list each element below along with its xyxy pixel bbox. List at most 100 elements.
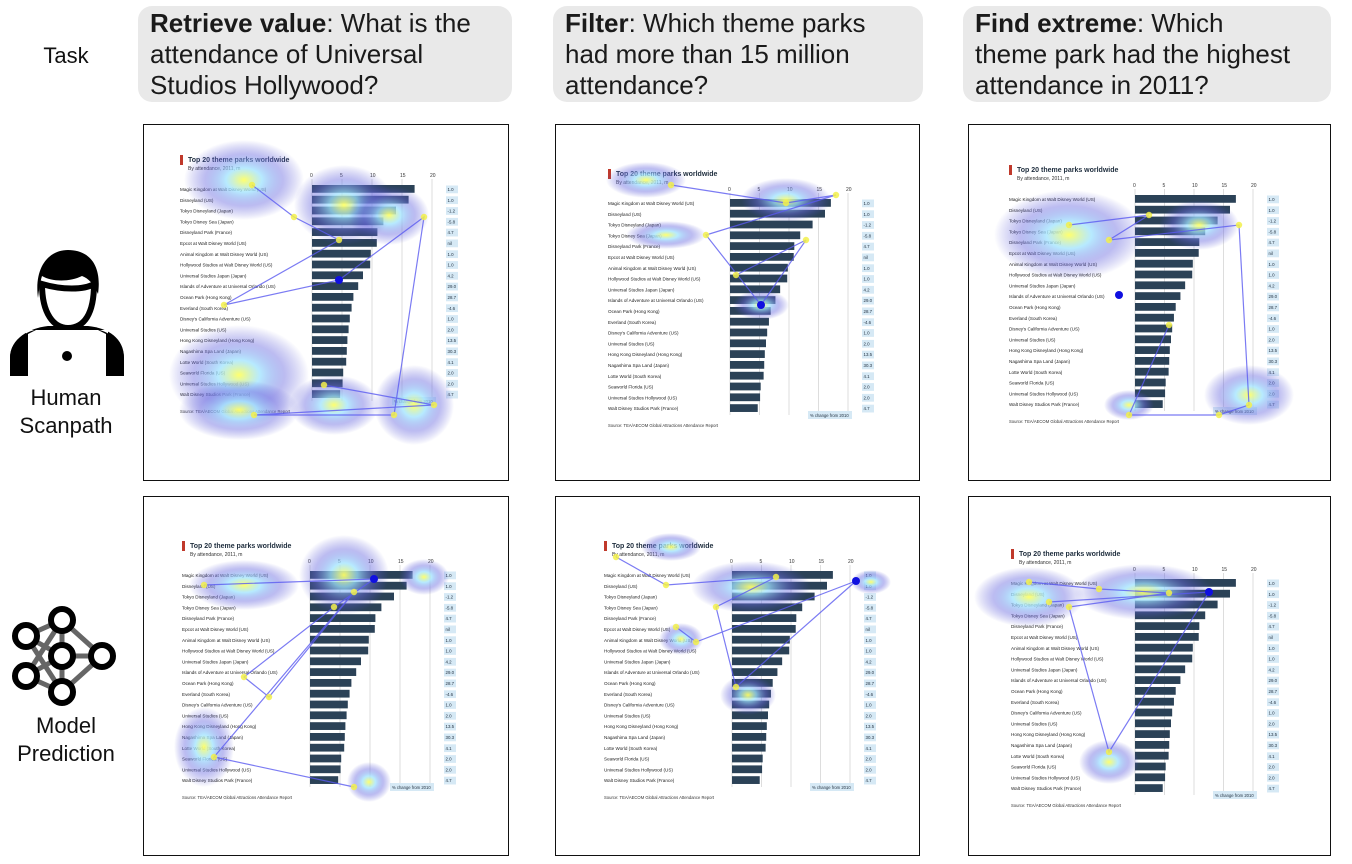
attention-blob bbox=[347, 762, 391, 802]
park-label: Islands of Adventure at Universal Orland… bbox=[1011, 678, 1107, 683]
attention-blob bbox=[349, 185, 429, 245]
park-label: Hollywood Studios at Walt Disney World (… bbox=[1011, 657, 1104, 662]
change-value: 4.2 bbox=[864, 287, 871, 292]
park-label: Nagashima Spa Land (Japan) bbox=[1011, 743, 1073, 748]
change-value: 4.7 bbox=[446, 778, 453, 783]
fixation-point bbox=[832, 191, 840, 199]
tick-label: 10 bbox=[789, 559, 795, 565]
bar bbox=[312, 325, 349, 334]
bar bbox=[730, 404, 758, 412]
bar bbox=[1135, 313, 1174, 322]
park-label: Everland (South Korea) bbox=[1011, 700, 1059, 705]
bar bbox=[1135, 730, 1170, 738]
bar bbox=[730, 263, 788, 272]
bar bbox=[730, 274, 788, 283]
change-value: 28.7 bbox=[446, 681, 455, 686]
fixation-point bbox=[1165, 321, 1173, 329]
bar bbox=[730, 350, 765, 358]
change-value: 30.3 bbox=[866, 735, 875, 740]
chart-source: Source: TEA/AECOM Global Attractions Att… bbox=[608, 423, 719, 428]
attention-blob bbox=[641, 533, 701, 561]
change-value: -1.2 bbox=[1269, 219, 1277, 224]
fixation-point bbox=[667, 181, 675, 189]
bar bbox=[310, 765, 341, 774]
tick-label: 20 bbox=[1251, 567, 1257, 573]
fixation-point bbox=[802, 236, 810, 244]
change-value: 2.0 bbox=[446, 713, 453, 718]
change-value: 29.0 bbox=[1269, 294, 1278, 299]
tick-label: 20 bbox=[430, 173, 436, 179]
park-label: Universal Studios Hollywood (US) bbox=[1011, 775, 1080, 780]
change-value: 2.0 bbox=[866, 713, 873, 718]
change-value: nil bbox=[866, 627, 870, 632]
change-value: -4.6 bbox=[864, 320, 872, 325]
bar bbox=[312, 368, 344, 377]
park-label: Disney's California Adventure (US) bbox=[180, 317, 251, 322]
park-label: Lotte World (South Korea) bbox=[608, 374, 662, 379]
park-label: Ocean Park (Hong Kong) bbox=[608, 309, 660, 314]
park-label: Universal Studios Japan (Japan) bbox=[182, 659, 249, 664]
change-value: 4.2 bbox=[448, 273, 455, 278]
change-value: 2.0 bbox=[864, 395, 871, 400]
bar bbox=[730, 382, 761, 391]
bar bbox=[310, 646, 369, 655]
park-label: Universal Studios (US) bbox=[1011, 721, 1058, 726]
park-label: Tokyo Disney Sea (Japan) bbox=[180, 219, 234, 224]
change-value: 4.7 bbox=[1269, 786, 1276, 791]
tick-label: 10 bbox=[1192, 183, 1198, 189]
park-label: Hong Kong Disneyland (Hong Kong) bbox=[1009, 348, 1084, 353]
park-label: Epcot at Walt Disney World (US) bbox=[180, 241, 247, 246]
scanpath bbox=[1068, 214, 1250, 416]
change-value: 1.0 bbox=[1269, 327, 1276, 332]
park-label: Ocean Park (Hong Kong) bbox=[1011, 689, 1063, 694]
bar bbox=[1135, 292, 1181, 300]
change-value: nil bbox=[1269, 635, 1273, 640]
park-label: Disneyland Park (France) bbox=[182, 616, 235, 621]
fixation-point bbox=[200, 581, 208, 589]
change-value: 28.7 bbox=[1269, 305, 1278, 310]
park-label: Disneyland Park (France) bbox=[608, 244, 661, 249]
change-value: 4.7 bbox=[1269, 624, 1276, 629]
park-label: Epcot at Walt Disney World (US) bbox=[1011, 635, 1078, 640]
tick-label: 0 bbox=[730, 559, 733, 565]
change-value: 4.7 bbox=[864, 406, 871, 411]
change-value: 2.0 bbox=[448, 371, 455, 376]
change-value: 1.0 bbox=[866, 638, 873, 643]
bar bbox=[1135, 676, 1181, 684]
change-legend: % change from 2010 bbox=[810, 413, 849, 418]
bar bbox=[732, 614, 797, 622]
attention-blob bbox=[179, 380, 299, 440]
bar bbox=[1135, 622, 1200, 630]
park-label: Islands of Adventure at Universal Orland… bbox=[1009, 294, 1105, 299]
bar bbox=[1135, 195, 1236, 203]
change-value: 2.0 bbox=[864, 385, 871, 390]
bar bbox=[1135, 259, 1193, 268]
change-value: 1.0 bbox=[448, 187, 455, 192]
tick-label: 10 bbox=[1192, 567, 1198, 573]
change-value: 1.0 bbox=[864, 266, 871, 271]
change-value: -5.8 bbox=[1269, 229, 1277, 234]
change-value: 1.0 bbox=[1269, 657, 1276, 662]
park-label: Hollywood Studios at Walt Disney World (… bbox=[182, 649, 275, 654]
park-label: Disney's California Adventure (US) bbox=[1011, 711, 1082, 716]
fixation-point bbox=[712, 603, 720, 611]
park-label: Disney's California Adventure (US) bbox=[1009, 327, 1080, 332]
fixation-point bbox=[220, 301, 228, 309]
change-value: -4.6 bbox=[1269, 700, 1277, 705]
fixation-point bbox=[1165, 589, 1173, 597]
bar bbox=[732, 668, 778, 676]
bar bbox=[730, 231, 801, 240]
fixation-point bbox=[350, 588, 358, 596]
tick-label: 15 bbox=[398, 559, 404, 565]
tick-label: 15 bbox=[1222, 567, 1228, 573]
fixation-point bbox=[1065, 603, 1073, 611]
park-label: Lotte World (South Korea) bbox=[1009, 370, 1063, 375]
tick-label: 20 bbox=[848, 559, 854, 565]
chart-source: Source: TEA/AECOM Global Attractions Att… bbox=[604, 795, 715, 800]
park-label: Ocean Park (Hong Kong) bbox=[180, 295, 232, 300]
bar bbox=[730, 371, 764, 380]
fixation-point bbox=[330, 603, 338, 611]
bar bbox=[1135, 643, 1193, 652]
fixation-point bbox=[335, 236, 343, 244]
